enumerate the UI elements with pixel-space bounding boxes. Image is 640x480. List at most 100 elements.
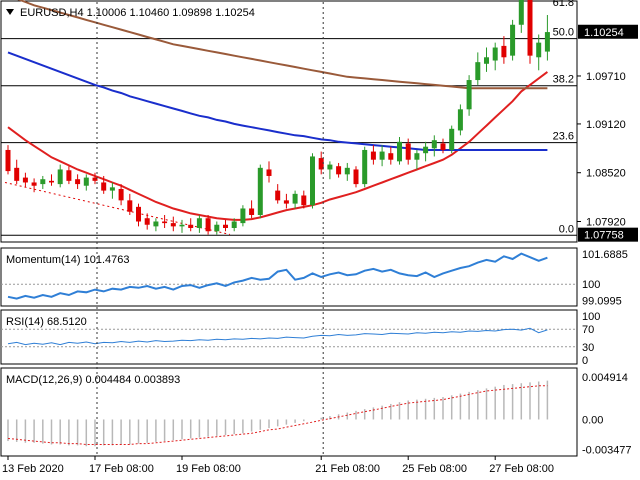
rsi-panel-frame — [0, 309, 578, 365]
candle-body — [153, 221, 159, 227]
candle-body — [92, 177, 98, 181]
low-price-tag-bg — [578, 227, 638, 242]
macd-signal-line — [7, 385, 548, 445]
candle-body — [83, 177, 89, 186]
trendline — [4, 181, 231, 235]
momentum-title: Momentum(14) 101.4763 — [6, 254, 130, 266]
candle-body — [109, 187, 115, 191]
x-tick-label: 17 Feb 08:00 — [89, 463, 154, 475]
candle-body — [518, 0, 524, 25]
candle-body — [196, 218, 202, 228]
candle-body — [162, 221, 168, 224]
candle-body — [327, 164, 333, 170]
candle-body — [266, 169, 272, 176]
rsi-title: RSI(14) 68.5120 — [6, 316, 87, 328]
candle-body — [214, 224, 220, 232]
rsi-tick-label: 0 — [582, 355, 588, 367]
candle-body — [431, 140, 437, 149]
rsi-tick-label: 30 — [582, 342, 594, 354]
candle-body — [457, 109, 463, 131]
candle-body — [414, 153, 420, 160]
axes: 1.10254 1.07758 1.09710 1.09120 1.08520 1.079… — [2, 2, 638, 475]
candle-body — [22, 177, 28, 183]
candle-body — [388, 153, 394, 160]
symbol-title: EURUSD,H4 1.10006 1.10460 1.09898 1.1025… — [20, 7, 255, 19]
macd-panel-frame — [0, 367, 578, 457]
candle-body — [283, 200, 289, 204]
momentum-chart[interactable] — [1, 252, 577, 300]
x-tick-label: 21 Feb 08:00 — [315, 463, 380, 475]
candle-body — [405, 143, 411, 160]
candle-body — [31, 182, 37, 186]
candle-body — [144, 218, 150, 225]
x-tick-label: 27 Feb 08:00 — [489, 463, 554, 475]
rsi-line — [7, 327, 548, 346]
candle-body — [344, 167, 350, 175]
y-tick-label: 1.08520 — [586, 168, 626, 180]
momentum-tick-label: 99.0995 — [582, 295, 622, 307]
momentum-tick-label: 101.6885 — [582, 249, 628, 261]
candle-body — [301, 195, 307, 206]
fib-level-label: 50.0 — [553, 27, 574, 39]
candle-body — [188, 224, 194, 228]
candle-body — [275, 190, 281, 201]
candle-body — [475, 62, 481, 81]
candle-body — [57, 169, 63, 185]
macd-tick-label: 0.00 — [582, 414, 603, 426]
candle-body — [379, 151, 385, 160]
candle-body — [127, 200, 133, 212]
candle-body — [318, 158, 324, 170]
fib-level-label: 23.6 — [553, 131, 574, 143]
candle-body — [14, 167, 20, 181]
main-panel-frame — [0, 0, 578, 243]
current-price-tag-bg — [578, 24, 638, 39]
moving-average-mid — [17, 0, 548, 90]
candle-body — [310, 156, 315, 206]
momentum-line — [7, 252, 548, 300]
x-tick-label: 25 Feb 08:00 — [402, 463, 467, 475]
y-tick-label: 1.09120 — [586, 119, 626, 131]
candle-body — [5, 149, 11, 172]
candle-body — [370, 151, 376, 160]
macd-tick-label: -0.003477 — [582, 444, 632, 456]
candle-body — [66, 170, 72, 181]
candle-body — [449, 128, 455, 150]
candle-body — [257, 167, 263, 215]
candle-body — [362, 149, 368, 185]
candle-body — [231, 221, 237, 228]
candle-body — [423, 146, 429, 154]
macd-title: MACD(12,26,9) 0.004484 0.003893 — [6, 374, 180, 386]
candle-body — [249, 208, 255, 215]
macd-chart[interactable] — [7, 380, 549, 447]
fib-level-label: 38.2 — [553, 74, 574, 86]
y-tick-label: 1.07920 — [586, 216, 626, 228]
fib-level-label: 61.8 — [553, 0, 574, 9]
candle-body — [501, 45, 507, 58]
candle-body — [466, 80, 472, 110]
candle-body — [492, 47, 498, 61]
candle-body — [353, 169, 359, 185]
candle-body — [536, 42, 542, 58]
candle-body — [240, 208, 246, 224]
candle-body — [136, 206, 141, 222]
candle-body — [170, 223, 176, 227]
candle-body — [205, 218, 211, 232]
current-price-tag: 1.10254 — [584, 27, 624, 39]
candle-body — [440, 143, 446, 150]
rsi-chart[interactable] — [1, 327, 577, 348]
fib-level-label: 0.0 — [559, 223, 574, 235]
candle-body — [49, 180, 54, 183]
candle-body — [484, 57, 489, 64]
candle-body — [223, 224, 228, 228]
candle-body — [397, 141, 402, 162]
candle-body — [40, 179, 46, 185]
candle-body — [75, 179, 81, 185]
momentum-tick-label: 100 — [582, 279, 600, 291]
candle-body — [527, 0, 533, 56]
macd-tick-label: 0.004914 — [582, 372, 628, 384]
symbol-dropdown-icon[interactable] — [6, 9, 14, 15]
candle-body — [292, 193, 298, 204]
candle-body — [179, 224, 185, 227]
rsi-tick-label: 70 — [582, 324, 594, 336]
